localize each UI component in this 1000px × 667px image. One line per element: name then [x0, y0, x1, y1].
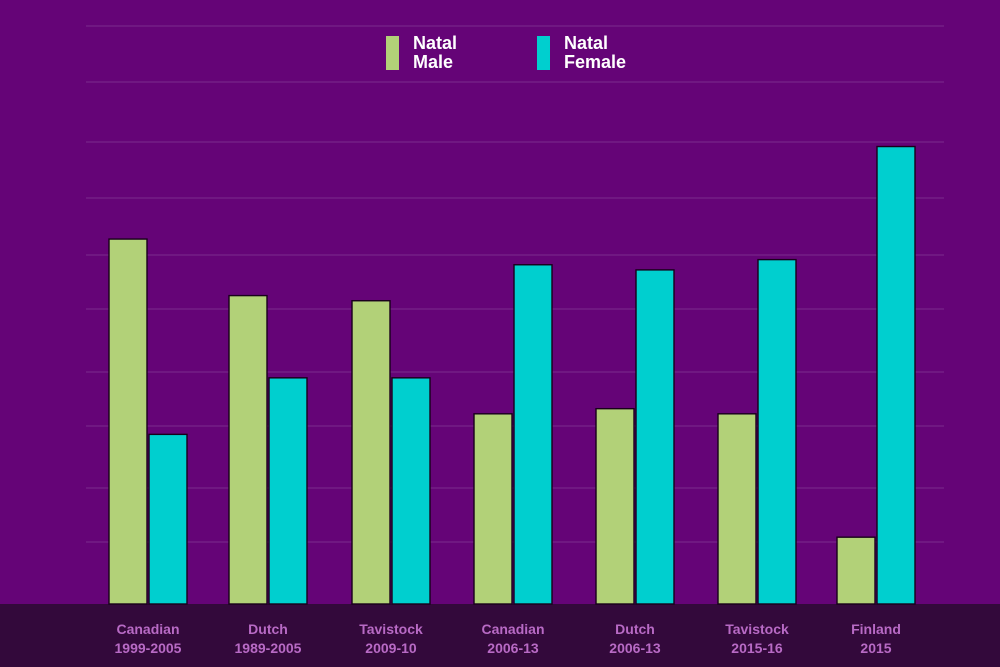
bar-natal-female-5 — [757, 258, 797, 605]
category-label-0-line2: 1999-2005 — [115, 640, 182, 656]
category-label-1-line2: 1989-2005 — [235, 640, 302, 656]
legend-swatch-natal-female — [537, 36, 550, 70]
legend-label-natal-female-line2: Female — [564, 52, 627, 72]
legend-label-natal-male-line2: Male — [413, 52, 454, 72]
bar-natal-female-3 — [513, 264, 553, 605]
legend-item-natal-female: Natal Female — [537, 34, 634, 72]
category-label-0-line1: Canadian — [116, 621, 179, 637]
category-label-2-line1: Tavistock — [359, 621, 423, 637]
legend-item-natal-male: Natal Male — [386, 34, 483, 72]
bar-natal-male-1 — [228, 294, 268, 605]
bar-natal-female-2 — [391, 377, 431, 605]
category-label-6-line1: Finland — [851, 621, 901, 637]
legend-label-natal-male-line1: Natal — [413, 33, 458, 53]
bar-natal-male-3 — [473, 413, 513, 605]
category-label-3-line1: Canadian — [481, 621, 544, 637]
bar-natal-female-0 — [148, 433, 188, 605]
category-label-6-line2: 2015 — [860, 640, 891, 656]
legend-swatch-natal-male — [386, 36, 399, 70]
category-label-1-line1: Dutch — [248, 621, 288, 637]
category-label-2-line2: 2009-10 — [365, 640, 417, 656]
category-label-4-line1: Dutch — [615, 621, 655, 637]
category-axis-labels: Canadian 1999-2005 Dutch 1989-2005 Tavistock… — [115, 621, 901, 656]
bar-natal-male-5 — [717, 413, 757, 605]
bar-natal-male-4 — [595, 407, 635, 605]
bar-natal-female-1 — [268, 377, 308, 605]
category-label-5-line1: Tavistock — [725, 621, 789, 637]
category-label-5-line2: 2015-16 — [731, 640, 783, 656]
bar-natal-male-2 — [351, 300, 391, 605]
bars — [108, 145, 916, 605]
legend-label-natal-female-line1: Natal — [564, 33, 609, 53]
category-label-4-line2: 2006-13 — [609, 640, 661, 656]
legend-label-natal-female: Natal Female — [564, 34, 634, 72]
legend: Natal Male Natal Female — [386, 34, 634, 72]
bar-natal-female-4 — [635, 269, 675, 605]
legend-label-natal-male: Natal Male — [413, 34, 483, 72]
category-axis-band — [0, 604, 1000, 667]
bar-natal-female-6 — [876, 145, 916, 605]
category-label-3-line2: 2006-13 — [487, 640, 539, 656]
bar-natal-male-6 — [836, 536, 876, 605]
bar-natal-male-0 — [108, 238, 148, 605]
